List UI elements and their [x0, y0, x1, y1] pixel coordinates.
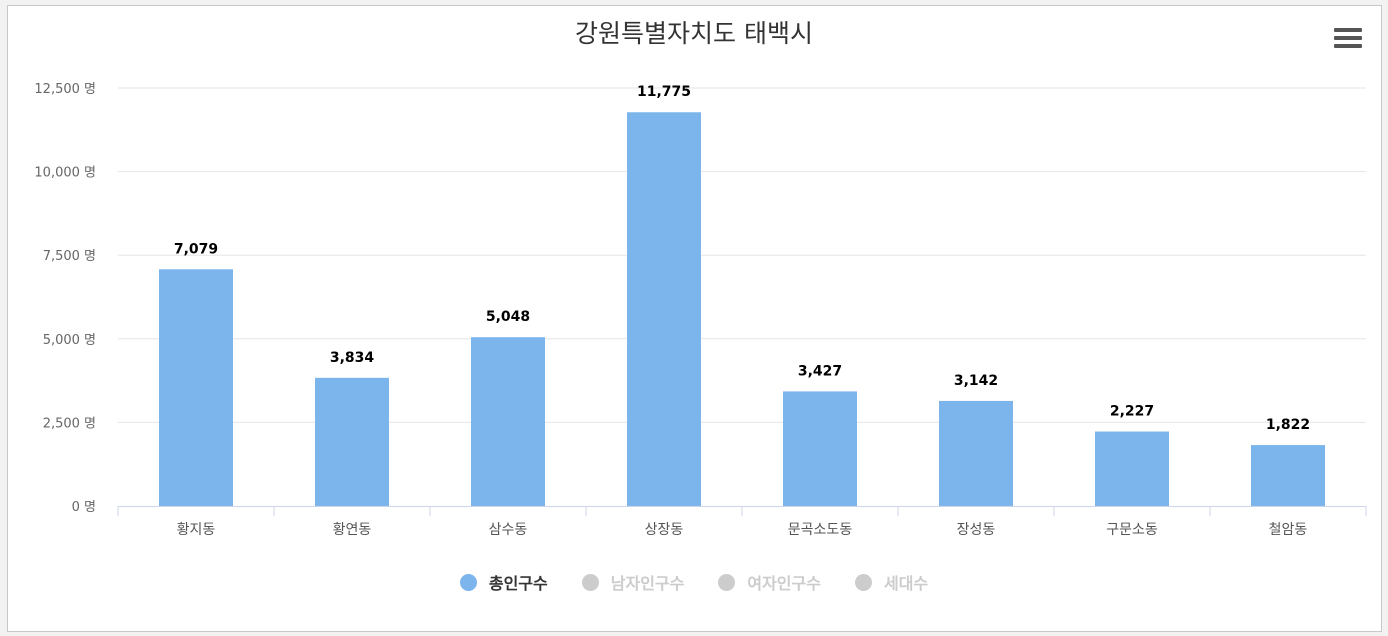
y-tick-label: 5,000 명 — [43, 333, 96, 348]
legend-marker — [581, 573, 599, 591]
legend-label: 여자인구수 — [747, 574, 821, 593]
data-label: 5,048 — [486, 309, 530, 325]
bar — [471, 337, 545, 506]
data-label: 2,227 — [1110, 404, 1154, 420]
bar — [1251, 445, 1325, 506]
x-category-label: 문곡소도동 — [788, 522, 853, 538]
x-category-label: 장성동 — [957, 522, 996, 538]
data-label: 11,775 — [637, 84, 691, 100]
y-tick-label: 2,500 명 — [43, 416, 96, 431]
legend-marker — [459, 573, 477, 591]
legend-item[interactable]: 남자인구수 — [581, 570, 685, 594]
y-tick-label: 7,500 명 — [43, 249, 96, 264]
x-category-label: 삼수동 — [489, 522, 528, 538]
legend-marker — [854, 573, 872, 591]
data-label: 1,822 — [1266, 417, 1310, 433]
y-tick-label: 12,500 명 — [34, 82, 96, 97]
legend-item[interactable]: 총인구수 — [459, 570, 548, 594]
y-tick-label: 0 명 — [72, 500, 96, 515]
data-label: 3,142 — [954, 373, 998, 389]
chart-legend: 총인구수 남자인구수 여자인구수 세대수 — [0, 570, 1388, 594]
bar — [1095, 431, 1169, 506]
x-category-label: 상장동 — [645, 522, 684, 538]
legend-label: 남자인구수 — [610, 574, 685, 593]
bar — [783, 391, 857, 506]
x-category-label: 철암동 — [1269, 522, 1308, 538]
bar — [315, 377, 389, 506]
bar — [159, 269, 233, 506]
data-label: 3,834 — [330, 350, 375, 366]
x-category-label: 황지동 — [177, 522, 216, 538]
bar — [939, 400, 1013, 506]
hamburger-menu-icon[interactable] — [1334, 28, 1362, 52]
x-category-label: 구문소동 — [1106, 522, 1158, 538]
chart-title: 강원특별자치도 태백시 — [575, 19, 813, 48]
x-category-label: 황연동 — [333, 522, 372, 538]
legend-label: 총인구수 — [488, 574, 548, 593]
legend-item[interactable]: 여자인구수 — [718, 570, 821, 594]
legend-label: 세대수 — [883, 574, 929, 593]
legend-item[interactable]: 세대수 — [854, 570, 929, 594]
data-label: 3,427 — [798, 363, 842, 379]
y-tick-label: 10,000 명 — [34, 166, 96, 181]
bar — [627, 112, 701, 506]
legend-marker — [718, 573, 736, 591]
data-label: 7,079 — [174, 241, 218, 257]
